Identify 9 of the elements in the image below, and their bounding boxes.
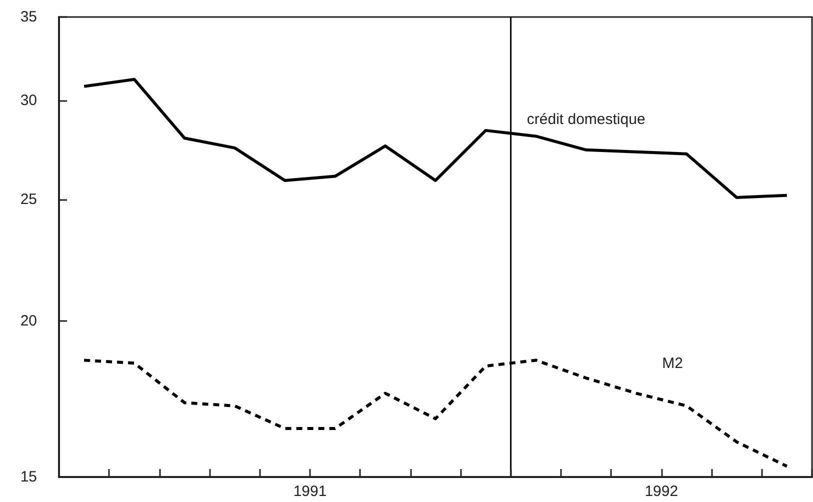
y-tick-label: 25: [20, 191, 37, 208]
y-tick-label: 35: [20, 8, 37, 26]
text: 1992: [644, 483, 678, 500]
y-tick-label: 30: [20, 92, 37, 110]
series-label: M2: [662, 354, 683, 372]
series-label: crédit domestique: [526, 110, 646, 128]
y-tick-label: 15: [20, 468, 37, 486]
text: 1991: [293, 483, 327, 500]
y-tick-label: 20: [20, 312, 37, 330]
